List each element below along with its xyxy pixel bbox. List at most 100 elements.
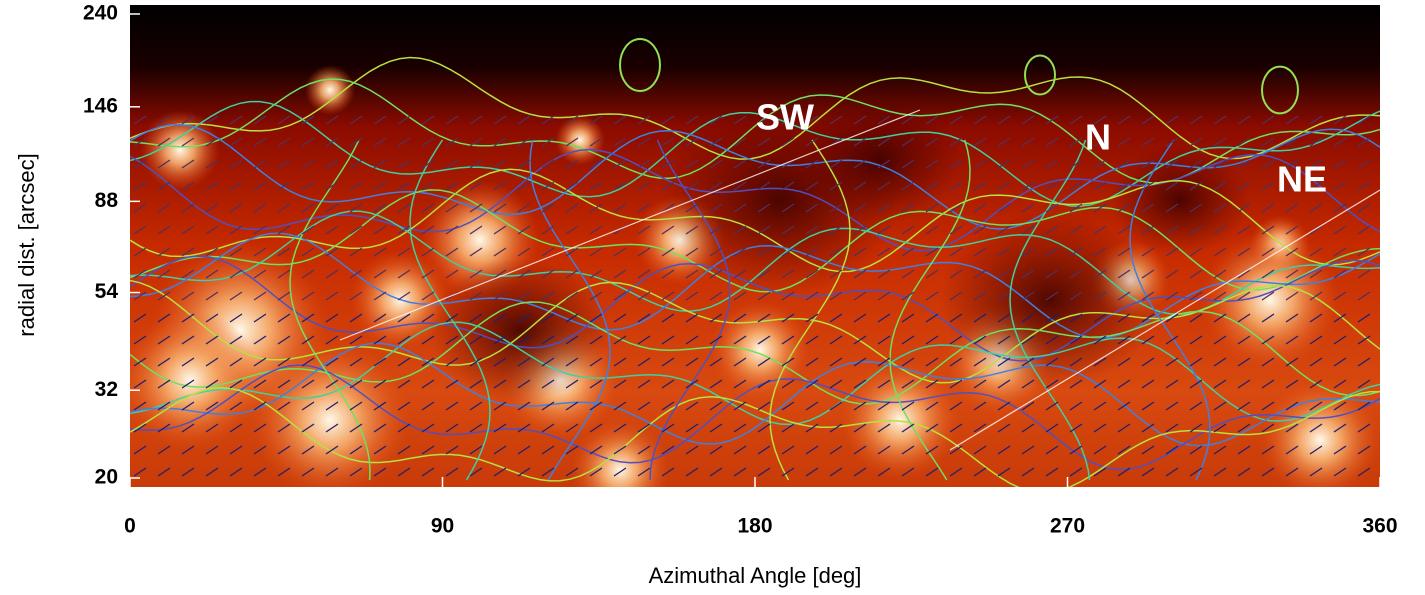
polarization-vector bbox=[685, 401, 699, 411]
polarization-vector bbox=[157, 379, 171, 389]
polarization-vector bbox=[253, 159, 267, 169]
polarization-vector bbox=[469, 379, 483, 389]
polarization-vector bbox=[277, 423, 291, 433]
polarization-vector bbox=[637, 445, 651, 455]
polarization-vector bbox=[829, 335, 843, 345]
polarization-vector bbox=[541, 379, 555, 389]
polarization-vector bbox=[1213, 225, 1227, 235]
annotation: SW bbox=[756, 97, 814, 138]
polarization-vector bbox=[349, 313, 363, 323]
polarization-vector bbox=[1213, 357, 1227, 367]
polarization-vector bbox=[157, 247, 171, 257]
polarization-vector bbox=[205, 313, 219, 323]
polarization-vector bbox=[757, 137, 771, 147]
polarization-vector bbox=[157, 423, 171, 433]
polarization-vector bbox=[709, 401, 723, 411]
polarization-vector bbox=[1021, 467, 1035, 477]
polarization-vector bbox=[901, 423, 915, 433]
polarization-vector bbox=[733, 225, 747, 235]
polarization-vector bbox=[397, 467, 411, 477]
polarization-vector bbox=[493, 379, 507, 389]
y-tick-label: 146 bbox=[83, 94, 118, 117]
polarization-vector bbox=[541, 247, 555, 257]
polarization-vector bbox=[733, 335, 747, 345]
polarization-vector bbox=[469, 401, 483, 411]
polarization-vector bbox=[661, 225, 675, 235]
polarization-vector bbox=[1165, 137, 1179, 147]
polarization-vector bbox=[1285, 313, 1299, 323]
polarization-vector bbox=[1069, 445, 1083, 455]
polarization-vector bbox=[205, 247, 219, 257]
polarization-vector bbox=[541, 137, 555, 147]
polarization-vector bbox=[1069, 137, 1083, 147]
polarization-vector bbox=[829, 423, 843, 433]
polarization-vector bbox=[277, 137, 291, 147]
bright-region bbox=[130, 310, 260, 450]
polarization-vector bbox=[853, 247, 867, 257]
polarization-vector bbox=[1189, 269, 1203, 279]
polarization-vector bbox=[1333, 335, 1347, 345]
polarization-vector bbox=[1261, 247, 1275, 257]
polarization-vector bbox=[1165, 181, 1179, 191]
polarization-vector bbox=[205, 445, 219, 455]
polarization-vector bbox=[1093, 467, 1107, 477]
polarization-vector bbox=[541, 423, 555, 433]
polarization-vector bbox=[661, 159, 675, 169]
polarization-vector bbox=[373, 225, 387, 235]
polarization-vector bbox=[493, 203, 507, 213]
polarization-vector bbox=[493, 181, 507, 191]
polarization-vector bbox=[685, 159, 699, 169]
polarization-vector bbox=[493, 445, 507, 455]
polarization-vector bbox=[805, 445, 819, 455]
x-tick-label: 270 bbox=[1050, 515, 1085, 538]
polarization-vector bbox=[589, 159, 603, 169]
polarization-vector bbox=[637, 423, 651, 433]
polarization-vector bbox=[709, 159, 723, 169]
polarization-vector bbox=[133, 379, 147, 389]
polarization-vector bbox=[1045, 401, 1059, 411]
polarization-vector bbox=[229, 335, 243, 345]
polarization-vector bbox=[133, 181, 147, 191]
polarization-vector bbox=[1021, 335, 1035, 345]
polarization-vector bbox=[949, 313, 963, 323]
polarization-vector bbox=[493, 269, 507, 279]
polarization-vector bbox=[1021, 357, 1035, 367]
polarization-vector bbox=[997, 115, 1011, 125]
polarization-vector bbox=[1213, 423, 1227, 433]
polarization-vector bbox=[925, 467, 939, 477]
polarization-vector bbox=[925, 291, 939, 301]
polarization-vector bbox=[1261, 181, 1275, 191]
bright-region bbox=[140, 110, 220, 190]
polarization-vector bbox=[1165, 401, 1179, 411]
polarization-vector bbox=[613, 379, 627, 389]
polarization-vector bbox=[589, 203, 603, 213]
polarization-vector bbox=[1261, 335, 1275, 345]
polarization-vector bbox=[277, 401, 291, 411]
polarization-vector bbox=[757, 203, 771, 213]
polarization-vector bbox=[565, 423, 579, 433]
polarization-vector bbox=[901, 137, 915, 147]
polarization-vector bbox=[205, 115, 219, 125]
polarization-vector bbox=[589, 291, 603, 301]
polarization-vector bbox=[1357, 225, 1371, 235]
polarization-vector bbox=[1069, 247, 1083, 257]
polarization-vector bbox=[757, 313, 771, 323]
plot-area bbox=[130, 5, 1380, 487]
polarization-vector bbox=[397, 401, 411, 411]
polarization-vector bbox=[1189, 335, 1203, 345]
polarization-vector bbox=[1261, 401, 1275, 411]
polarization-vector bbox=[349, 445, 363, 455]
polarization-vector bbox=[1285, 357, 1299, 367]
polarization-vector bbox=[733, 445, 747, 455]
polarization-vector bbox=[589, 467, 603, 477]
polarization-vector bbox=[661, 137, 675, 147]
polarization-vector bbox=[397, 313, 411, 323]
polarization-vector bbox=[637, 313, 651, 323]
polarization-vector bbox=[445, 445, 459, 455]
polarization-vector bbox=[1333, 225, 1347, 235]
polarization-vector bbox=[1093, 203, 1107, 213]
polarization-vector bbox=[181, 269, 195, 279]
polarization-vector bbox=[565, 247, 579, 257]
y-tick-label: 240 bbox=[83, 2, 118, 25]
polarization-vector bbox=[325, 335, 339, 345]
